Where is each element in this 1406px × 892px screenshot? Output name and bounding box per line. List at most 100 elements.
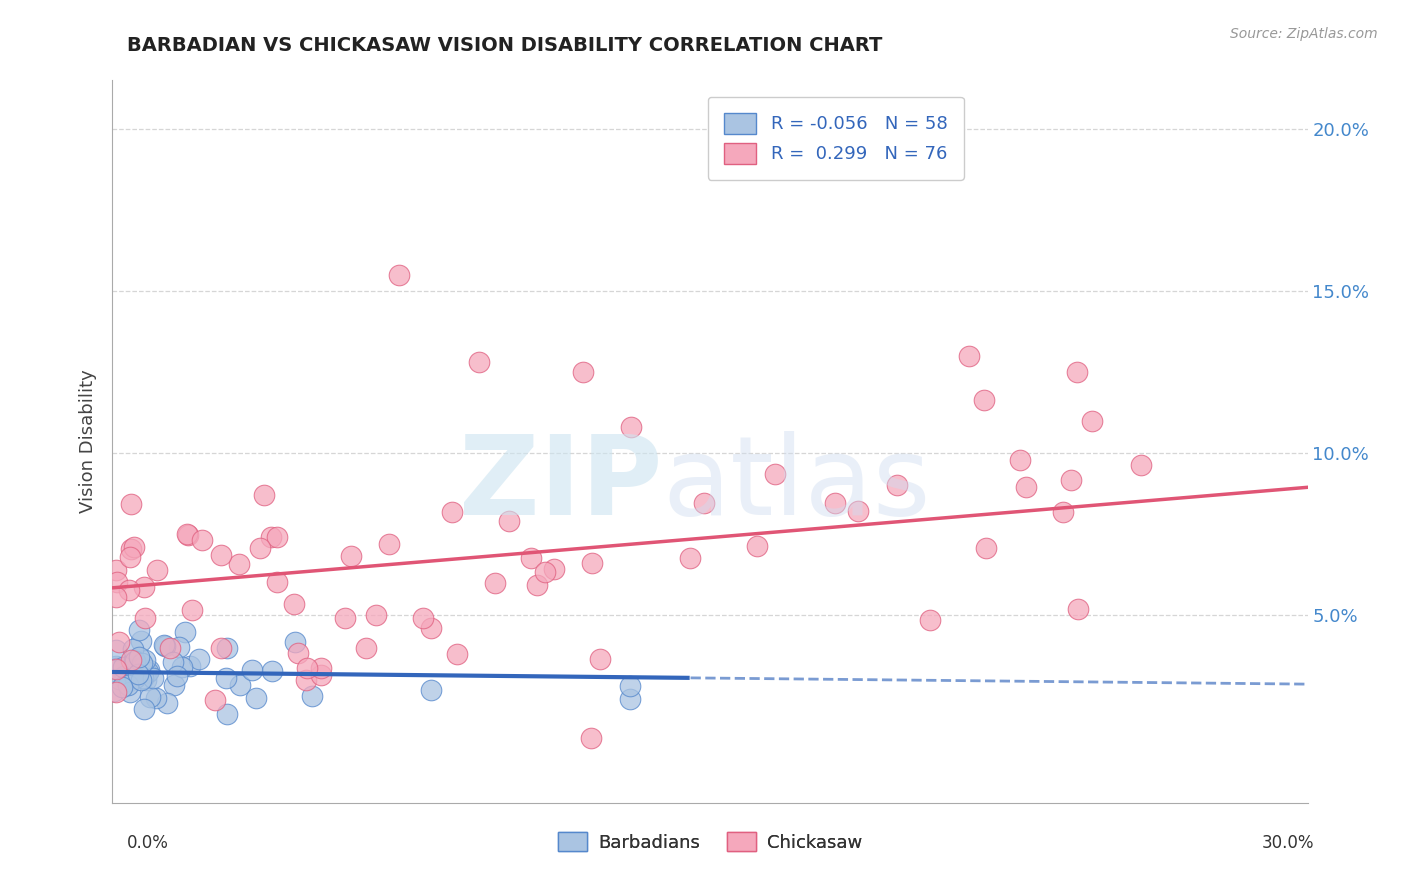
Point [131, 657, 153, 671]
Point [134, 611, 156, 625]
Point [209, 641, 232, 656]
Point [335, 611, 357, 625]
Point [1066, 365, 1088, 379]
Point [520, 551, 543, 566]
Text: BARBADIAN VS CHICKASAW VISION DISABILITY CORRELATION CHART: BARBADIAN VS CHICKASAW VISION DISABILITY… [127, 36, 882, 54]
Point [181, 603, 204, 617]
Point [824, 496, 846, 510]
Point [120, 549, 142, 564]
Point [1059, 473, 1081, 487]
Point [228, 558, 250, 572]
Point [132, 702, 155, 716]
Point [156, 696, 179, 710]
Point [215, 671, 238, 685]
Point [229, 678, 252, 692]
Point [354, 641, 377, 656]
Point [692, 496, 714, 510]
Point [128, 623, 150, 637]
Point [283, 597, 305, 611]
Point [468, 355, 491, 369]
Point [579, 731, 602, 745]
Point [309, 668, 332, 682]
Point [217, 640, 239, 655]
Point [117, 669, 139, 683]
Point [103, 683, 125, 698]
Point [105, 563, 128, 577]
Point [297, 661, 319, 675]
Point [105, 658, 128, 673]
Point [177, 527, 200, 541]
Point [543, 562, 565, 576]
Point [112, 660, 135, 674]
Point [260, 664, 283, 678]
Point [526, 578, 548, 592]
Point [191, 533, 214, 547]
Point [209, 548, 232, 562]
Point [420, 683, 443, 698]
Point [571, 365, 593, 379]
Point [172, 660, 194, 674]
Point [155, 639, 177, 653]
Point [240, 663, 263, 677]
Point [412, 611, 434, 625]
Point [284, 635, 307, 649]
Point [120, 541, 142, 556]
Point [973, 392, 995, 407]
Point [1130, 458, 1153, 472]
Point [142, 671, 165, 685]
Point [886, 478, 908, 492]
Point [129, 662, 152, 676]
Point [534, 565, 557, 579]
Point [145, 690, 167, 705]
Point [846, 504, 869, 518]
Point [114, 673, 136, 687]
Point [957, 349, 980, 363]
Point [117, 678, 139, 692]
Point [1080, 414, 1102, 428]
Point [120, 653, 142, 667]
Point [159, 640, 181, 655]
Point [104, 643, 127, 657]
Point [176, 527, 198, 541]
Point [619, 692, 641, 706]
Point [173, 624, 195, 639]
Point [139, 690, 162, 705]
Point [340, 549, 363, 563]
Point [146, 563, 169, 577]
Point [135, 665, 157, 680]
Point [217, 706, 239, 721]
Point [1010, 452, 1032, 467]
Point [117, 583, 139, 598]
Point [619, 679, 641, 693]
Point [378, 537, 401, 551]
Point [127, 667, 149, 681]
Point [266, 531, 288, 545]
Point [295, 673, 318, 688]
Point [179, 659, 201, 673]
Text: 30.0%: 30.0% [1263, 834, 1315, 852]
Point [138, 663, 160, 677]
Point [124, 671, 146, 685]
Point [918, 613, 941, 627]
Point [162, 655, 184, 669]
Point [122, 654, 145, 668]
Point [105, 574, 128, 589]
Point [135, 673, 157, 688]
Point [163, 678, 186, 692]
Point [1015, 480, 1038, 494]
Point [105, 661, 128, 675]
Point [188, 651, 211, 665]
Point [1067, 602, 1090, 616]
Point [309, 660, 332, 674]
Point [108, 672, 131, 686]
Point [129, 634, 152, 648]
Point [120, 497, 142, 511]
Point [446, 647, 468, 661]
Point [253, 488, 276, 502]
Point [134, 580, 156, 594]
Y-axis label: Vision Disability: Vision Disability [79, 369, 97, 514]
Point [112, 668, 135, 682]
Point [1052, 505, 1074, 519]
Text: ZIP: ZIP [458, 432, 662, 539]
Point [124, 540, 146, 554]
